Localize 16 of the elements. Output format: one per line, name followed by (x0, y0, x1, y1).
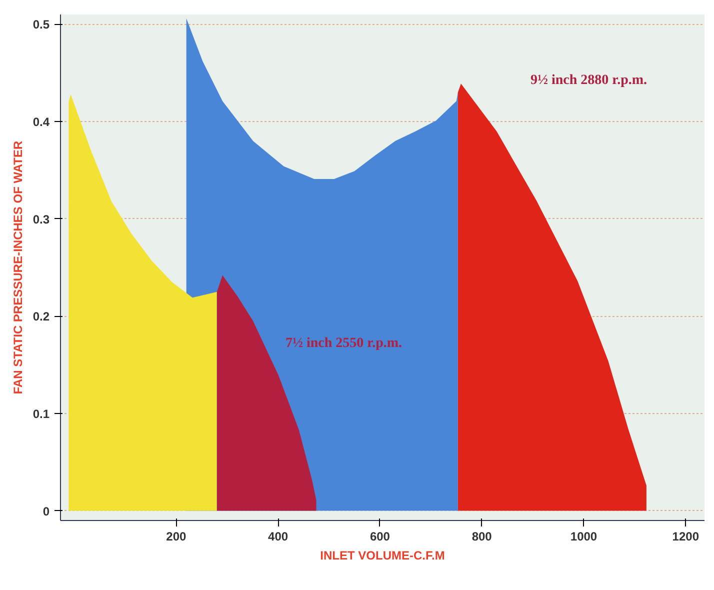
y-tick-label: 0.5 (32, 18, 50, 32)
x-tick-label: 400 (268, 530, 288, 544)
annotation: 7½ inch 2550 r.p.m. (286, 336, 402, 351)
y-tick-label: 0.3 (32, 212, 50, 226)
x-tick-label: 600 (370, 530, 390, 544)
x-tick-label: 800 (472, 530, 492, 544)
x-tick-label: 1200 (672, 530, 700, 544)
y-axis-title: FAN STATIC PRESSURE-INCHES OF WATER (10, 140, 25, 394)
annotation: 9½ inch 2880 r.p.m. (530, 73, 648, 88)
y-tick-label: 0.4 (32, 115, 50, 130)
y-tick-label: 0.2 (32, 310, 50, 324)
x-tick-label: 200 (166, 530, 186, 544)
x-axis-title: INLET VOLUME-C.F.M (320, 548, 445, 562)
y-tick-label: 0.1 (32, 406, 50, 421)
y-tick-label: 0 (42, 504, 50, 518)
x-tick-label: 1000 (570, 530, 598, 544)
